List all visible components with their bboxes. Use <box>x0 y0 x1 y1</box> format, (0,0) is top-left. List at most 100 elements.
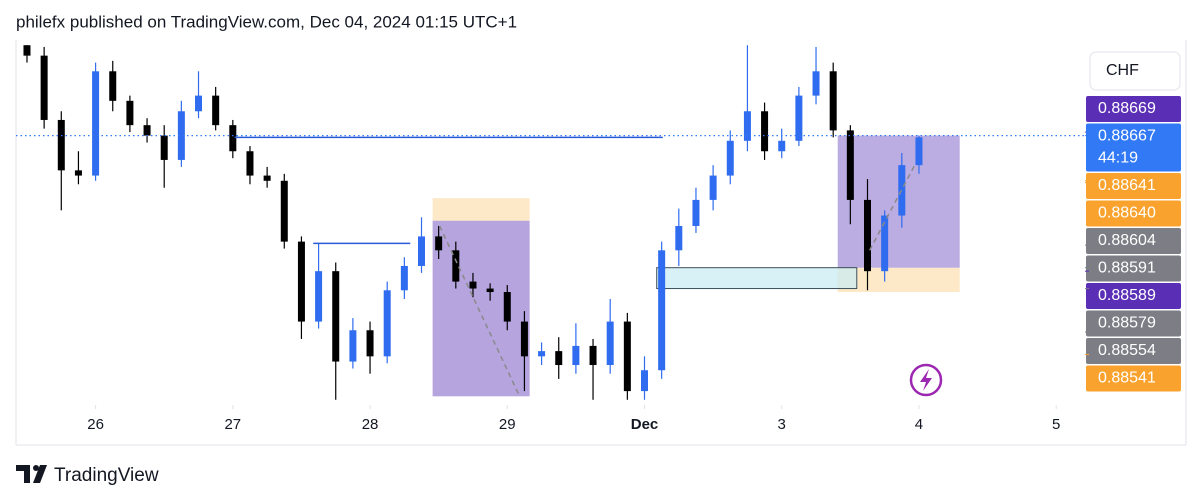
candle-body <box>589 345 597 366</box>
price-badge-label: 0.88589 <box>1098 287 1156 304</box>
candle-body <box>177 111 185 160</box>
candle-body <box>675 225 683 251</box>
x-tick-label: 27 <box>224 416 241 433</box>
candle-body <box>74 170 82 176</box>
candle-body <box>229 125 237 152</box>
candle-body <box>641 370 649 392</box>
candle-body <box>126 100 134 126</box>
candle-body <box>743 111 751 141</box>
price-badge <box>1086 123 1181 172</box>
logo-mark <box>16 465 47 483</box>
price-badge <box>1086 365 1181 392</box>
candle-body <box>332 271 340 362</box>
price-badge <box>1086 96 1181 122</box>
x-tick-label: 28 <box>362 416 379 433</box>
header: philefx published on TradingView.com, De… <box>16 12 517 31</box>
candle-body <box>520 321 528 357</box>
zone <box>432 220 530 397</box>
candle-body <box>280 180 288 242</box>
candle-body <box>726 140 734 176</box>
candle-body <box>435 236 443 251</box>
currency-button[interactable] <box>1089 51 1181 91</box>
candle-body <box>898 165 906 216</box>
candle-body <box>692 199 700 226</box>
zone <box>837 267 960 293</box>
x-tick-label: 4 <box>915 416 923 433</box>
candle-body <box>315 271 323 322</box>
candle-body <box>246 151 254 176</box>
x-tick-label: 3 <box>778 416 786 433</box>
countdown-label: 44:19 <box>1098 150 1138 167</box>
x-tick-label: 5 <box>1052 416 1060 433</box>
alert-bolt <box>920 369 932 391</box>
logo <box>16 465 47 483</box>
candle-body <box>606 321 614 366</box>
candle-body <box>452 250 460 282</box>
candle-body <box>555 351 563 366</box>
price-badge-label: 0.88604 <box>1098 232 1156 249</box>
currency-label: CHF <box>1106 62 1139 79</box>
candle-body <box>160 135 168 160</box>
price-badge-label: 0.88591 <box>1098 260 1156 277</box>
candle-body <box>400 265 408 291</box>
plot-area <box>16 45 1085 400</box>
candle-body <box>212 95 220 126</box>
drawn-line <box>869 164 916 251</box>
candle-body <box>623 321 631 392</box>
candle-body <box>503 292 511 322</box>
alert-circle <box>909 363 943 397</box>
price-badge <box>1086 200 1181 227</box>
zone <box>432 198 530 221</box>
candle-body <box>418 236 426 266</box>
footer-brand: TradingView <box>54 465 159 486</box>
price-badge-label: 0.88640 <box>1098 205 1156 222</box>
alert-icon[interactable] <box>909 363 943 397</box>
price-badge-label: 0.88641 <box>1098 177 1156 194</box>
price-badge-label: 0.88667 <box>1098 128 1156 145</box>
candle-body <box>812 71 820 96</box>
candle-body <box>709 175 717 200</box>
candle-body <box>349 330 357 362</box>
logo-dot <box>33 465 39 471</box>
candle-body <box>538 351 546 357</box>
candle-body <box>195 95 203 112</box>
price-badge-label: 0.88554 <box>1098 342 1156 359</box>
x-tick-label: 26 <box>87 416 104 433</box>
price-badge <box>1086 228 1181 254</box>
candle-body <box>572 345 580 366</box>
candle-body <box>829 71 837 131</box>
candle-body <box>23 45 31 56</box>
candle-body <box>366 330 374 357</box>
candle-body <box>383 290 391 357</box>
candle-body <box>486 288 494 293</box>
candle-body <box>297 241 305 322</box>
x-tick-label: Dec <box>631 416 659 433</box>
candle-body <box>57 119 65 171</box>
price-badge <box>1086 338 1181 364</box>
candle-body <box>109 71 117 101</box>
candle-body <box>795 95 803 141</box>
candle-body <box>658 250 666 371</box>
price-badge-label: 0.88541 <box>1098 370 1156 387</box>
price-badge <box>1086 310 1181 337</box>
candle-body <box>778 140 786 152</box>
candle-body <box>761 111 769 152</box>
price-badge-label: 0.88579 <box>1098 315 1156 332</box>
candle-body <box>263 175 271 181</box>
price-badge <box>1086 173 1181 199</box>
candle-body <box>143 125 151 136</box>
drawn-line <box>438 225 521 397</box>
candle-body <box>915 137 923 166</box>
candle-body <box>846 130 854 200</box>
candle-body <box>92 71 100 176</box>
x-tick-label: 29 <box>499 416 516 433</box>
price-badge <box>1086 255 1181 282</box>
candle-body <box>40 55 48 120</box>
candle-body <box>469 281 477 289</box>
price-badge <box>1086 283 1181 309</box>
candle-body <box>881 215 889 272</box>
price-badge-label: 0.88669 <box>1098 100 1156 117</box>
candle-body <box>863 199 871 272</box>
